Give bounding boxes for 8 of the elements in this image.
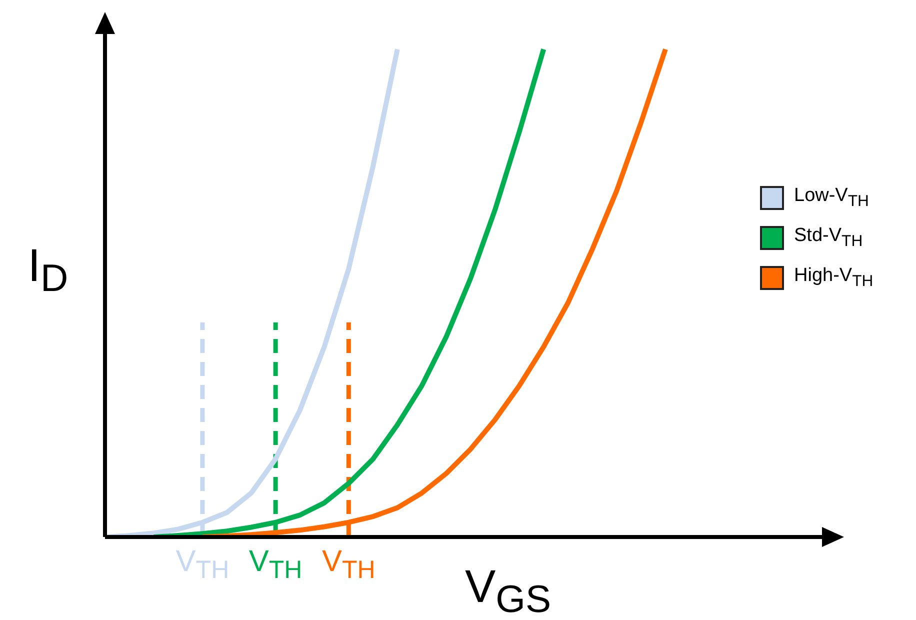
legend-label: Low-V$_{TH}$ (794, 185, 869, 211)
legend-label: Std-V$_{TH}$ (794, 225, 863, 251)
text: V$_{TH}$ (174, 545, 230, 585)
y-axis-title: I$_{D}$ (26, 238, 70, 302)
text: V$_{TH}$ (248, 545, 304, 585)
text: V$_{TH}$ (320, 545, 376, 585)
legend-label: High-V$_{TH}$ (794, 265, 874, 291)
x-axis-title: V$_{GS}$ (464, 559, 552, 620)
